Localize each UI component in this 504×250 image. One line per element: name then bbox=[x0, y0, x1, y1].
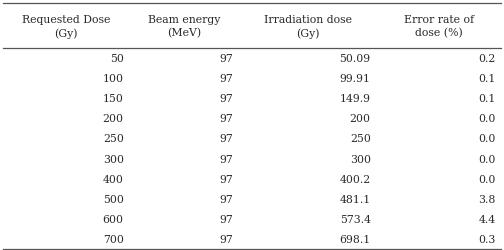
Text: Error rate of
dose (%): Error rate of dose (%) bbox=[404, 15, 474, 38]
Text: Irradiation dose
(Gy): Irradiation dose (Gy) bbox=[264, 14, 352, 38]
Text: 97: 97 bbox=[220, 214, 233, 224]
Text: 0.1: 0.1 bbox=[478, 94, 495, 104]
Text: 50.09: 50.09 bbox=[340, 54, 370, 64]
Text: 200: 200 bbox=[103, 114, 123, 124]
Text: 300: 300 bbox=[103, 154, 123, 164]
Text: 0.0: 0.0 bbox=[478, 174, 495, 184]
Text: Beam energy
(MeV): Beam energy (MeV) bbox=[149, 15, 221, 38]
Text: 97: 97 bbox=[220, 54, 233, 64]
Text: 97: 97 bbox=[220, 114, 233, 124]
Text: 500: 500 bbox=[103, 194, 123, 204]
Text: 100: 100 bbox=[103, 74, 123, 84]
Text: 250: 250 bbox=[103, 134, 123, 144]
Text: 97: 97 bbox=[220, 134, 233, 144]
Text: 97: 97 bbox=[220, 154, 233, 164]
Text: 150: 150 bbox=[103, 94, 123, 104]
Text: 50: 50 bbox=[110, 54, 123, 64]
Text: 97: 97 bbox=[220, 74, 233, 84]
Text: 0.0: 0.0 bbox=[478, 154, 495, 164]
Text: 0.0: 0.0 bbox=[478, 114, 495, 124]
Text: 97: 97 bbox=[220, 234, 233, 244]
Text: 400.2: 400.2 bbox=[339, 174, 370, 184]
Text: 0.3: 0.3 bbox=[478, 234, 495, 244]
Text: Requested Dose
(Gy): Requested Dose (Gy) bbox=[22, 14, 110, 38]
Text: 97: 97 bbox=[220, 194, 233, 204]
Text: 698.1: 698.1 bbox=[339, 234, 370, 244]
Text: 4.4: 4.4 bbox=[478, 214, 495, 224]
Text: 0.0: 0.0 bbox=[478, 134, 495, 144]
Text: 250: 250 bbox=[350, 134, 370, 144]
Text: 573.4: 573.4 bbox=[340, 214, 370, 224]
Text: 97: 97 bbox=[220, 94, 233, 104]
Text: 149.9: 149.9 bbox=[340, 94, 370, 104]
Text: 0.2: 0.2 bbox=[478, 54, 495, 64]
Text: 3.8: 3.8 bbox=[478, 194, 495, 204]
Text: 600: 600 bbox=[103, 214, 123, 224]
Text: 99.91: 99.91 bbox=[340, 74, 370, 84]
Text: 97: 97 bbox=[220, 174, 233, 184]
Text: 0.1: 0.1 bbox=[478, 74, 495, 84]
Text: 300: 300 bbox=[350, 154, 370, 164]
Text: 481.1: 481.1 bbox=[339, 194, 370, 204]
Text: 200: 200 bbox=[350, 114, 370, 124]
Text: 400: 400 bbox=[103, 174, 123, 184]
Text: 700: 700 bbox=[103, 234, 123, 244]
